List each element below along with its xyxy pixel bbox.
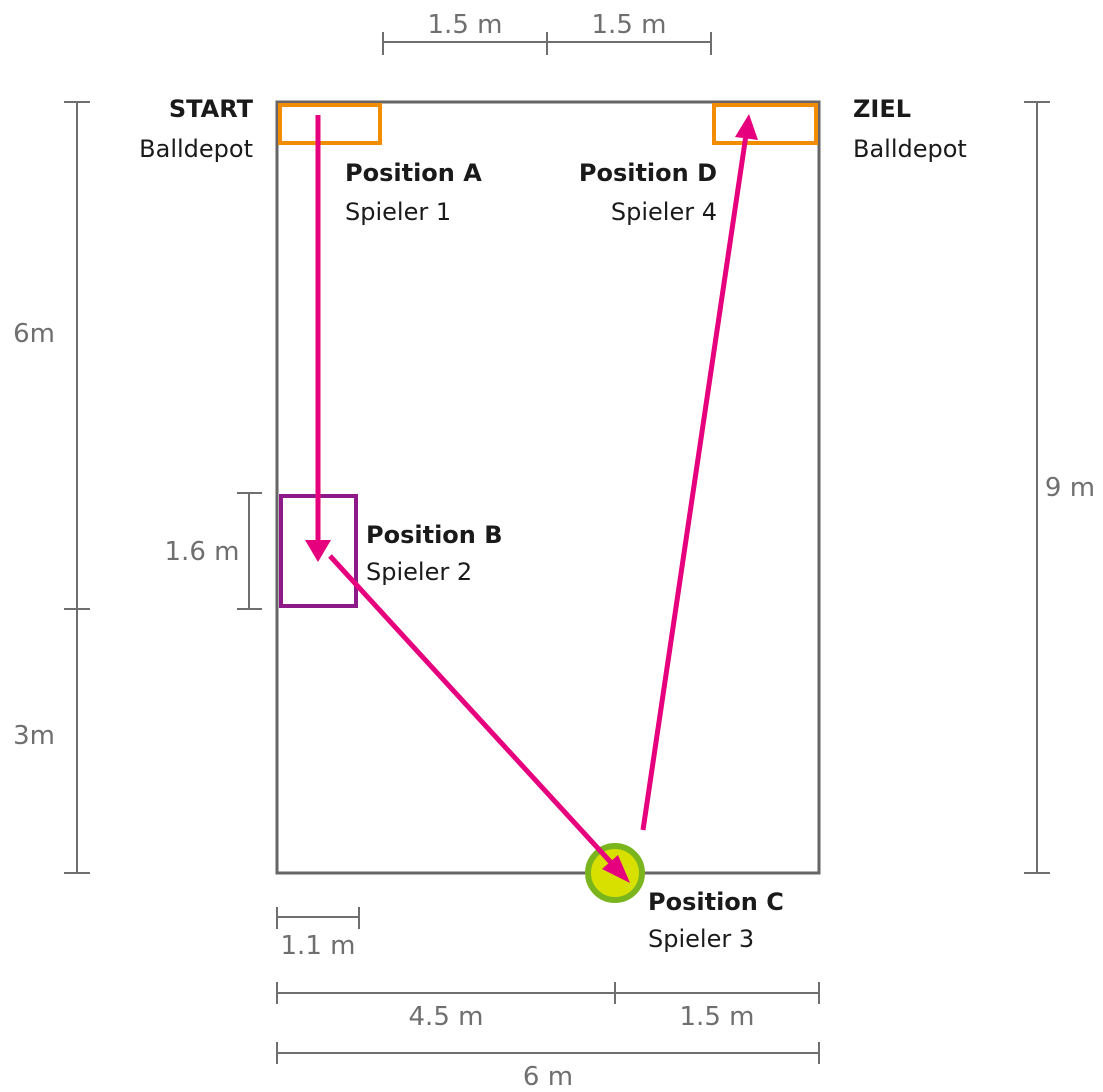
field-rectangle [275, 100, 821, 875]
position-c-subtitle: Spieler 3 [648, 925, 754, 953]
arrowhead-d [735, 114, 758, 140]
dim-left-lower-label: 3m [13, 721, 55, 751]
dim-top-right-label: 1.5 m [592, 10, 667, 40]
start-title: START [169, 95, 254, 123]
ziel-depot [712, 103, 818, 145]
ziel-title: ZIEL [853, 95, 911, 123]
position-a-title: Position A [345, 159, 482, 187]
dim-bottom-left-label: 4.5 m [409, 1002, 484, 1032]
dim-bottom-total-label: 6 m [523, 1062, 573, 1092]
position-b-title: Position B [366, 521, 503, 549]
arrow-c-to-d [640, 134, 749, 831]
arrowhead-b [305, 540, 331, 562]
dim-box-b-width-label: 1.1 m [281, 931, 356, 961]
position-a-subtitle: Spieler 1 [345, 198, 451, 226]
start-subtitle: Balldepot [139, 135, 253, 163]
position-d-title: Position D [579, 159, 717, 187]
dimension-lines [64, 32, 1050, 1064]
dim-left-upper-label: 6m [13, 319, 55, 349]
arrowhead-c [602, 855, 630, 883]
dim-top-left-label: 1.5 m [428, 10, 503, 40]
pass-arrows [305, 114, 758, 883]
dim-box-b-height-label: 1.6 m [165, 537, 240, 567]
dim-right-label: 9 m [1045, 473, 1095, 503]
arrow-b-to-c [328, 554, 618, 870]
position-b-subtitle: Spieler 2 [366, 558, 472, 586]
position-d-subtitle: Spieler 4 [611, 198, 717, 226]
position-c-title: Position C [648, 888, 784, 916]
start-depot [278, 103, 382, 145]
dim-bottom-right-label: 1.5 m [680, 1002, 755, 1032]
ziel-subtitle: Balldepot [853, 135, 967, 163]
